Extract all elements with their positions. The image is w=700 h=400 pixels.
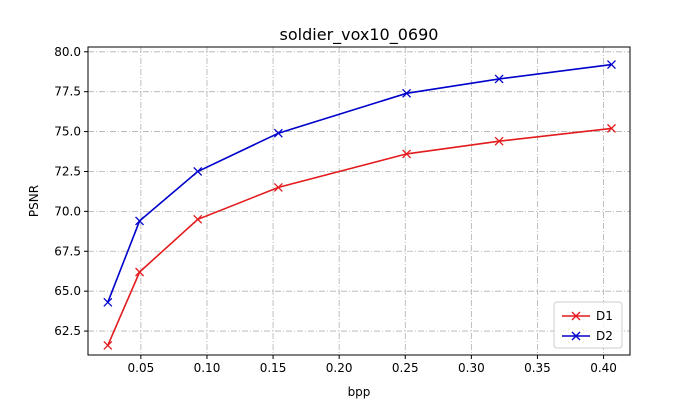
x-tick-label: 0.40: [590, 361, 617, 375]
y-tick-label: 65.0: [54, 284, 81, 298]
x-axis-label: bpp: [348, 385, 371, 399]
y-tick-label: 70.0: [54, 204, 81, 218]
data-point-d1: [103, 340, 113, 350]
x-tick-label: 0.30: [458, 361, 485, 375]
x-tick-label: 0.35: [524, 361, 551, 375]
y-axis-label: PSNR: [27, 185, 41, 217]
data-point-d2: [402, 88, 412, 98]
axis-ticks: 0.05 0.10 0.15 0.20 0.25 0.30 0.35 0.40 62.5 65.0…: [54, 45, 617, 375]
grid: [88, 47, 630, 355]
data-point-d2: [273, 128, 283, 138]
y-tick-label: 72.5: [54, 164, 81, 178]
data-point-d2: [607, 60, 616, 70]
data-point-d1: [135, 267, 145, 277]
x-tick-label: 0.20: [326, 361, 353, 375]
x-tick-label: 0.25: [392, 361, 419, 375]
chart-title: soldier_vox10_0690: [280, 25, 439, 45]
data-point-d2: [193, 167, 203, 176]
data-point-d2: [103, 297, 113, 307]
data-point-d1: [193, 214, 203, 224]
legend-marker-d1: [571, 311, 581, 321]
y-tick-label: 67.5: [54, 244, 81, 258]
x-tick-label: 0.10: [194, 361, 221, 375]
data-point-d1: [273, 182, 283, 192]
y-tick-label: 80.0: [54, 45, 81, 59]
plot-frame: [87, 46, 631, 356]
plot-series: [103, 60, 616, 350]
data-point-d1: [607, 123, 616, 133]
legend-item-d1: D1: [562, 309, 613, 323]
y-tick-label: 77.5: [54, 85, 81, 99]
legend-marker-d2: [571, 331, 581, 341]
data-point-d1: [494, 136, 504, 146]
data-point-d1: [402, 149, 412, 159]
legend-item-d2: D2: [562, 329, 613, 343]
y-tick-label: 62.5: [54, 324, 81, 338]
x-tick-label: 0.15: [260, 361, 287, 375]
y-tick-label: 75.0: [54, 125, 81, 139]
data-point-d2: [135, 216, 145, 226]
legend-label-d2: D2: [596, 329, 613, 343]
legend-label-d1: D1: [596, 309, 613, 323]
x-tick-label: 0.05: [128, 361, 155, 375]
data-point-d2: [494, 74, 504, 84]
